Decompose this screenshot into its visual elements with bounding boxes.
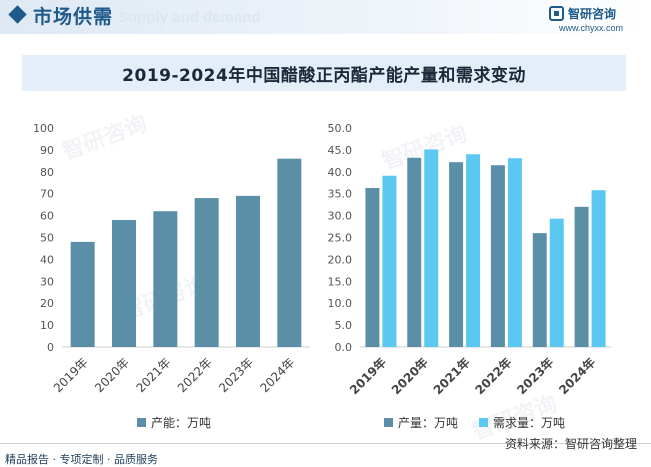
- x-tick-label: 2024年: [555, 355, 598, 398]
- x-tick-label: 2022年: [175, 355, 215, 395]
- brand: 智研咨询 www.chyxx.com: [549, 5, 635, 39]
- legend-swatch-output: [384, 418, 393, 427]
- bar-primary: [365, 188, 380, 347]
- y-tick-label: 90: [40, 144, 54, 157]
- y-tick-label: 20: [40, 297, 54, 310]
- bar-primary: [490, 165, 505, 347]
- bar-primary: [112, 219, 136, 347]
- bar-primary: [449, 162, 464, 347]
- brand-url: www.chyxx.com: [559, 23, 624, 33]
- y-tick-label: 20.0: [328, 253, 353, 266]
- x-tick-label: 2023年: [514, 355, 557, 398]
- y-tick-label: 45.0: [328, 144, 353, 157]
- y-tick-label: 50.0: [328, 122, 353, 135]
- x-tick-label: 2019年: [51, 355, 91, 395]
- y-tick-label: 40.0: [328, 166, 353, 179]
- x-tick-label: 2021年: [133, 355, 173, 395]
- legend-label-output: 产量：万吨: [398, 416, 459, 430]
- y-tick-label: 60: [40, 210, 54, 223]
- brand-logo-icon: [549, 6, 564, 21]
- bar-secondary: [507, 158, 522, 347]
- y-tick-label: 35.0: [328, 188, 353, 201]
- x-tick-label: 2023年: [216, 355, 256, 395]
- y-tick-label: 80: [40, 166, 54, 179]
- output-demand-chart: 0.0 5.0 10.0 15.0 20.0 25.0 30.0 35.0 40.0 45.0 50…: [328, 122, 611, 398]
- y-tick-label: 10.0: [328, 297, 353, 310]
- legend-demand: 需求量：万吨: [479, 414, 565, 431]
- footer-divider: [0, 443, 651, 444]
- bar-primary: [407, 157, 422, 347]
- x-tick-label: 2024年: [257, 355, 297, 395]
- y-tick-label: 10: [40, 319, 54, 332]
- x-tick-label: 2020年: [92, 355, 132, 395]
- brand-name: 智研咨询: [568, 7, 617, 21]
- header-band: [0, 0, 651, 34]
- bar-secondary: [382, 175, 397, 347]
- y-tick-label: 5.0: [335, 319, 353, 332]
- legend-swatch-demand: [479, 418, 488, 427]
- y-tick-label: 100: [33, 122, 54, 135]
- y-tick-label: 0.0: [335, 341, 353, 354]
- bar-primary: [532, 233, 547, 347]
- section-subtitle-ghost: Supply and demand: [118, 9, 261, 26]
- chart-title: 2019-2024年中国醋酸正丙酯产能产量和需求变动: [122, 65, 526, 86]
- y-tick-label: 15.0: [328, 275, 353, 288]
- x-tick-label: 2021年: [430, 355, 473, 398]
- chart-title-box: 2019-2024年中国醋酸正丙酯产能产量和需求变动: [22, 55, 626, 91]
- x-tick-label: 2022年: [472, 355, 515, 398]
- source-note: 资料来源：智研咨询整理: [504, 437, 637, 451]
- bar-primary: [70, 241, 95, 347]
- x-tick-label: 2020年: [388, 355, 431, 398]
- legend-swatch-capacity: [137, 418, 146, 427]
- legend-output: 产量：万吨: [384, 414, 458, 431]
- bar-secondary: [466, 154, 481, 347]
- y-tick-label: 30.0: [328, 210, 353, 223]
- footer-slogan: 精品报告 · 专项定制 · 品质服务: [5, 453, 158, 466]
- bar-primary: [277, 158, 302, 347]
- bar-secondary: [549, 218, 564, 347]
- y-tick-label: 40: [40, 253, 54, 266]
- bar-primary: [236, 195, 260, 347]
- legend-label-capacity: 产能：万吨: [151, 416, 212, 430]
- x-tick-label: 2019年: [346, 355, 389, 398]
- y-tick-label: 25.0: [328, 232, 353, 245]
- bar-secondary: [591, 190, 606, 347]
- y-tick-label: 30: [40, 275, 54, 288]
- y-tick-label: 50: [40, 232, 54, 245]
- legend-capacity: 产能：万吨: [137, 414, 211, 431]
- legend-label-demand: 需求量：万吨: [493, 416, 566, 430]
- bar-primary: [194, 198, 219, 347]
- y-tick-label: 0: [47, 341, 54, 354]
- y-tick-label: 70: [40, 188, 54, 201]
- bar-secondary: [424, 149, 439, 347]
- section-title: 市场供需: [33, 6, 114, 28]
- bar-primary: [574, 206, 589, 347]
- bar-primary: [153, 211, 178, 347]
